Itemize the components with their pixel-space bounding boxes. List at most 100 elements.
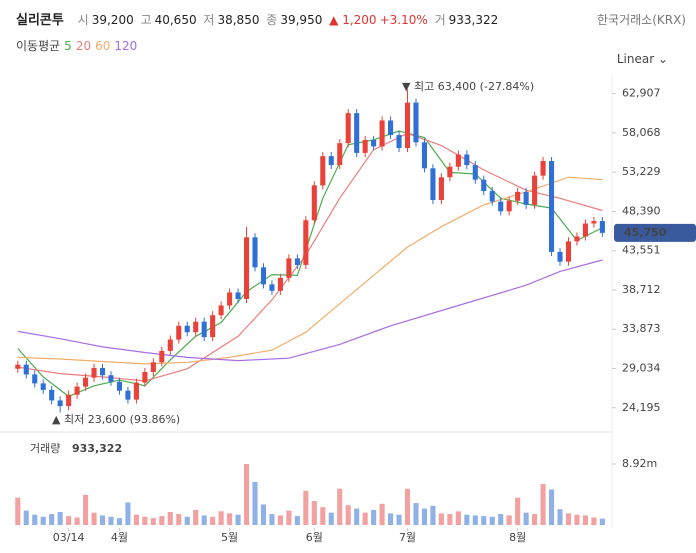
candle-body bbox=[362, 139, 368, 153]
candle-body bbox=[557, 251, 563, 262]
candle-body bbox=[506, 200, 512, 212]
volume-bar bbox=[40, 516, 46, 525]
label: 거 bbox=[434, 13, 446, 27]
candle-body bbox=[32, 374, 38, 384]
volume-bar bbox=[286, 510, 292, 525]
candle-body bbox=[320, 156, 326, 186]
candle-body bbox=[269, 284, 275, 291]
volume-bar bbox=[66, 516, 72, 525]
ma-line bbox=[17, 176, 603, 365]
candle-body bbox=[532, 175, 538, 205]
x-tick-label: 5월 bbox=[221, 531, 238, 544]
candle-body bbox=[582, 223, 588, 237]
candle-body bbox=[227, 292, 233, 306]
candle-body bbox=[464, 154, 470, 166]
legend-entry: 20 bbox=[75, 39, 92, 53]
candle-body bbox=[303, 220, 309, 265]
candle-body bbox=[91, 367, 97, 378]
candle-body bbox=[57, 400, 63, 407]
candle-body bbox=[23, 364, 29, 375]
volume-bar bbox=[176, 514, 182, 525]
candle-body bbox=[447, 166, 453, 178]
candle-body bbox=[277, 277, 283, 291]
volume-bar bbox=[591, 517, 597, 525]
candle-body bbox=[455, 154, 461, 167]
volume-bar bbox=[574, 514, 580, 525]
volume-bar bbox=[413, 503, 419, 525]
volume-bar bbox=[532, 514, 538, 525]
candle-body bbox=[337, 143, 343, 166]
volume-bar bbox=[430, 505, 436, 525]
ma-label: 이동평균 bbox=[16, 39, 61, 53]
y-tick-label: 29,034 bbox=[622, 361, 661, 374]
annotation: ▼ 최고 63,400 (-27.84%) bbox=[402, 80, 534, 93]
label: 저 bbox=[203, 13, 215, 27]
price-tag-label: 45,750 bbox=[624, 226, 667, 239]
candle-body bbox=[294, 258, 300, 265]
volume-bar bbox=[455, 511, 461, 525]
candle-body bbox=[201, 321, 207, 338]
y-tick-label: 33,873 bbox=[622, 322, 661, 335]
volume-bar bbox=[142, 516, 148, 525]
candle-body bbox=[523, 191, 529, 205]
volume-bar bbox=[489, 516, 495, 525]
candle-body bbox=[133, 382, 139, 400]
candle-body bbox=[404, 102, 411, 149]
candle-body bbox=[413, 102, 419, 143]
volume-bar bbox=[345, 505, 351, 525]
x-tick-label: 7월 bbox=[399, 531, 416, 544]
y-tick-label: 43,551 bbox=[622, 244, 661, 257]
volume-bar bbox=[15, 497, 21, 525]
candle-body bbox=[498, 201, 504, 212]
candle-body bbox=[421, 142, 427, 169]
volume-bar bbox=[354, 508, 360, 525]
candle-body bbox=[286, 258, 292, 278]
value: 39,950 bbox=[280, 13, 323, 27]
x-tick-label: 8월 bbox=[509, 531, 526, 544]
volume-bar bbox=[303, 490, 309, 525]
candle-body bbox=[481, 179, 487, 192]
volume-bar bbox=[320, 507, 326, 525]
scale-select[interactable]: Linear ⌄ bbox=[616, 52, 668, 66]
candle-body bbox=[66, 394, 72, 407]
candle-body bbox=[210, 315, 216, 338]
volume-bar bbox=[125, 502, 131, 525]
volume-bar bbox=[404, 488, 411, 525]
candle-body bbox=[489, 191, 495, 202]
value: 40,650 bbox=[154, 13, 197, 27]
y-tick-label: 24,195 bbox=[622, 401, 661, 414]
candle-body bbox=[565, 241, 572, 262]
y-tick-label: 58,068 bbox=[622, 126, 661, 139]
volume-bar bbox=[523, 512, 529, 525]
candle-body bbox=[311, 185, 317, 221]
candle-body bbox=[108, 375, 114, 382]
candle-body bbox=[49, 389, 55, 401]
volume-bar bbox=[515, 497, 521, 525]
candle-body bbox=[252, 237, 258, 268]
scale-label[interactable]: Linear bbox=[616, 52, 655, 66]
price-tag bbox=[614, 223, 696, 242]
volume-bar bbox=[277, 515, 283, 525]
candle-body bbox=[388, 120, 394, 136]
volume-bar bbox=[421, 508, 427, 525]
change: ▲ 1,200 bbox=[329, 13, 377, 27]
volume-label: 거래량 bbox=[30, 442, 60, 455]
value: 933,322 bbox=[448, 13, 499, 27]
volume-bar bbox=[133, 514, 139, 525]
volume-bar bbox=[23, 510, 29, 525]
candle-body bbox=[354, 113, 360, 153]
volume-bar bbox=[464, 514, 470, 525]
candle-body bbox=[549, 161, 555, 252]
volume-bar bbox=[599, 518, 605, 525]
volume-bar bbox=[235, 514, 241, 525]
candle-body bbox=[184, 325, 190, 333]
volume-bar bbox=[260, 504, 267, 525]
candle-body bbox=[371, 139, 377, 147]
y-tick-label: 8.92m bbox=[622, 457, 657, 470]
label: 고 bbox=[140, 13, 152, 27]
volume-bar bbox=[481, 516, 487, 525]
candle-body bbox=[125, 390, 131, 400]
candle-body bbox=[218, 305, 224, 316]
y-tick-label: 38,712 bbox=[622, 283, 661, 296]
